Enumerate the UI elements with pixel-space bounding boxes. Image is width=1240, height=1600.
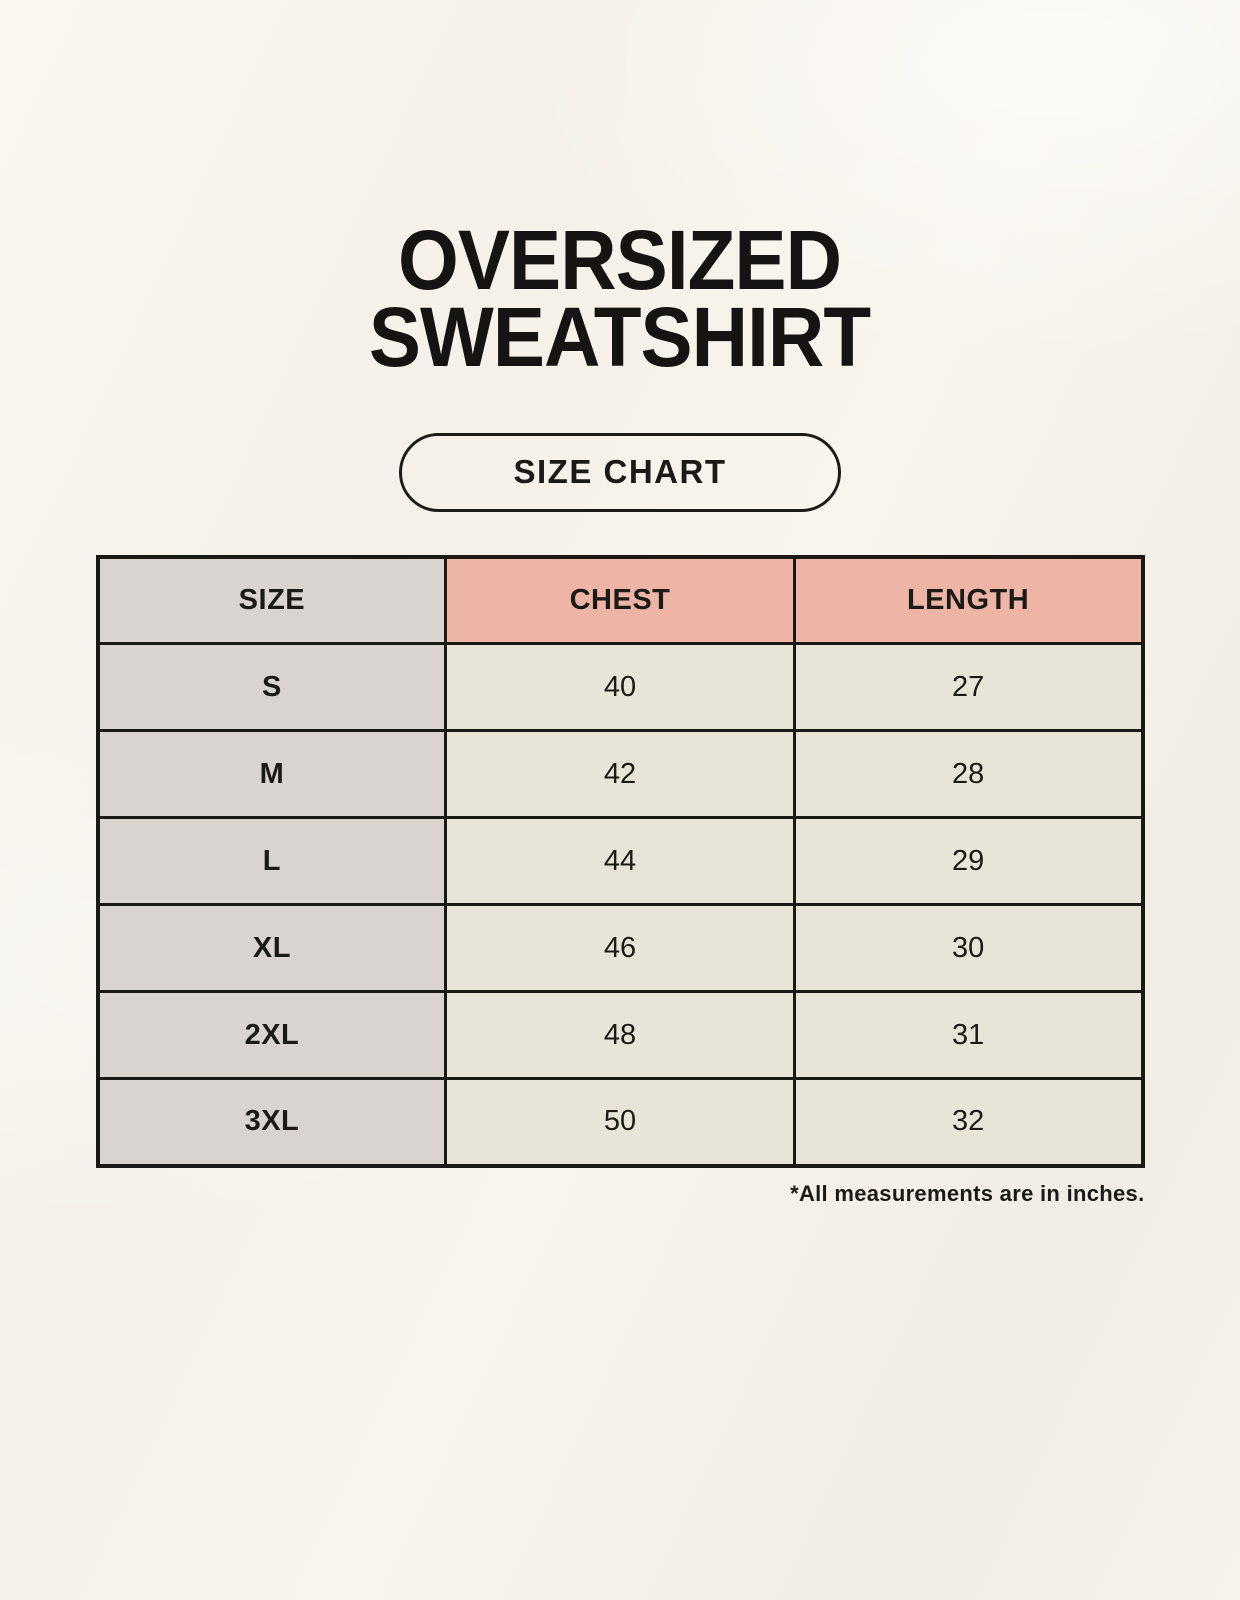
size-cell: 2XL	[95, 990, 448, 1081]
length-cell: 31	[792, 990, 1145, 1081]
column-header-chest: CHEST	[444, 555, 796, 646]
chest-cell: 46	[444, 903, 796, 994]
length-cell: 29	[792, 816, 1145, 907]
measurements-footnote: *All measurements are in inches.	[790, 1180, 1145, 1206]
size-cell: 3XL	[95, 1077, 448, 1168]
chest-cell: 48	[444, 990, 796, 1081]
table-row: S 40 27	[95, 642, 1145, 733]
column-header-size: SIZE	[95, 555, 448, 646]
size-chart-badge: SIZE CHART	[399, 432, 841, 512]
table-header-row: SIZE CHEST LENGTH	[95, 555, 1145, 646]
size-cell: M	[95, 729, 448, 820]
table-row: M 42 28	[95, 729, 1145, 820]
size-cell: XL	[95, 903, 448, 994]
size-chart-badge-label: SIZE CHART	[513, 453, 727, 491]
table-row: XL 46 30	[95, 903, 1145, 994]
table-row: L 44 29	[95, 816, 1145, 907]
page-title-line1: OVERSIZED	[398, 213, 842, 307]
table-row: 2XL 48 31	[95, 990, 1145, 1081]
chest-cell: 40	[444, 642, 796, 733]
length-cell: 32	[792, 1077, 1145, 1168]
size-cell: L	[95, 816, 448, 907]
column-header-length: LENGTH	[792, 555, 1145, 646]
size-cell: S	[95, 642, 448, 733]
length-cell: 28	[792, 729, 1145, 820]
length-cell: 30	[792, 903, 1145, 994]
chest-cell: 42	[444, 729, 796, 820]
chest-cell: 50	[444, 1077, 796, 1168]
size-chart-table: SIZE CHEST LENGTH S 40 27 M 42 28 L	[95, 554, 1145, 1168]
chest-cell: 44	[444, 816, 796, 907]
page-title: OVERSIZED SWEATSHIRT	[369, 218, 871, 379]
table-row: 3XL 50 32	[95, 1077, 1145, 1168]
size-chart-table-container: SIZE CHEST LENGTH S 40 27 M 42 28 L	[95, 554, 1145, 1207]
page-title-line2: SWEATSHIRT	[369, 290, 871, 385]
length-cell: 27	[792, 642, 1145, 733]
